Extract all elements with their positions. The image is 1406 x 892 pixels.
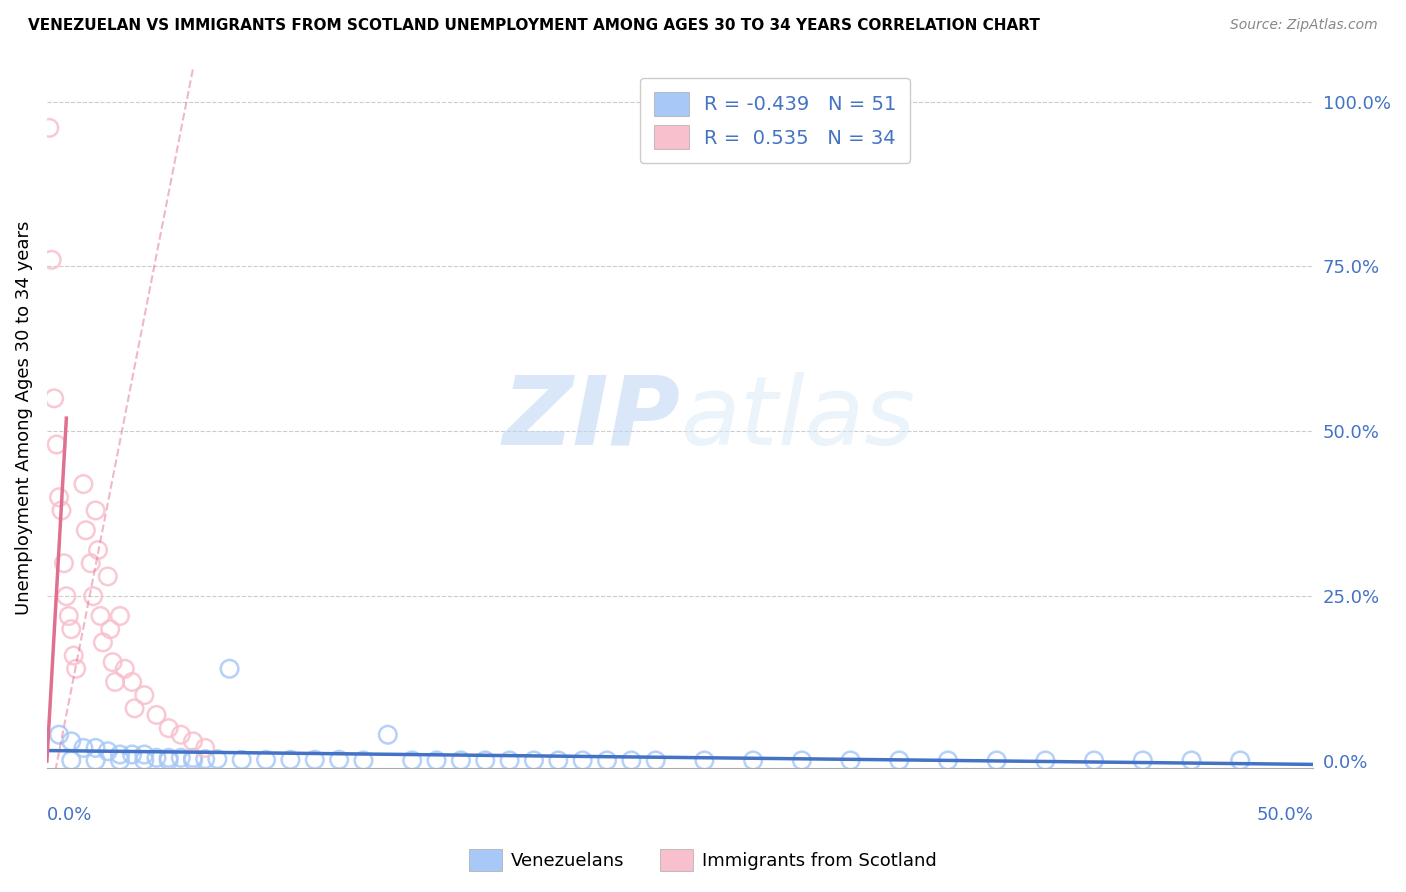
Point — [60, 754, 83, 768]
Point — [134, 747, 156, 762]
Point — [547, 754, 569, 768]
Point — [401, 754, 423, 768]
Text: 50.0%: 50.0% — [1257, 806, 1313, 824]
Point — [328, 753, 350, 767]
Point — [194, 752, 217, 766]
Point — [254, 753, 277, 767]
Legend: Venezuelans, Immigrants from Scotland: Venezuelans, Immigrants from Scotland — [463, 842, 943, 879]
Point — [108, 609, 131, 624]
Point — [38, 120, 60, 135]
Text: atlas: atlas — [681, 372, 915, 465]
Point — [108, 747, 131, 762]
Point — [97, 569, 120, 583]
Point — [114, 662, 136, 676]
Point — [742, 754, 765, 768]
Point — [41, 252, 63, 267]
Point — [60, 622, 83, 636]
Point — [450, 754, 472, 768]
Point — [65, 662, 87, 676]
Point — [51, 503, 73, 517]
Point — [72, 740, 94, 755]
Point — [1035, 754, 1057, 768]
Point — [620, 754, 643, 768]
Point — [181, 751, 204, 765]
Point — [121, 675, 143, 690]
Point — [104, 675, 127, 690]
Point — [170, 728, 193, 742]
Point — [1229, 754, 1251, 768]
Point — [280, 753, 302, 767]
Text: VENEZUELAN VS IMMIGRANTS FROM SCOTLAND UNEMPLOYMENT AMONG AGES 30 TO 34 YEARS CO: VENEZUELAN VS IMMIGRANTS FROM SCOTLAND U… — [28, 18, 1040, 33]
Point — [62, 648, 84, 663]
Point — [75, 523, 97, 537]
Point — [97, 744, 120, 758]
Point — [157, 754, 180, 768]
Point — [377, 728, 399, 742]
Point — [218, 662, 240, 676]
Point — [55, 589, 77, 603]
Point — [1083, 754, 1105, 768]
Point — [936, 754, 959, 768]
Point — [134, 688, 156, 702]
Point — [1180, 754, 1202, 768]
Point — [58, 609, 80, 624]
Y-axis label: Unemployment Among Ages 30 to 34 years: Unemployment Among Ages 30 to 34 years — [15, 221, 32, 615]
Point — [84, 740, 107, 755]
Point — [194, 740, 217, 755]
Text: 0.0%: 0.0% — [46, 806, 93, 824]
Point — [304, 753, 326, 767]
Point — [145, 707, 167, 722]
Point — [84, 503, 107, 517]
Point — [425, 754, 447, 768]
Point — [44, 392, 66, 406]
Point — [523, 754, 546, 768]
Point — [231, 753, 253, 767]
Point — [60, 734, 83, 748]
Point — [48, 490, 70, 504]
Text: ZIP: ZIP — [502, 372, 681, 465]
Point — [1132, 754, 1154, 768]
Text: Source: ZipAtlas.com: Source: ZipAtlas.com — [1230, 18, 1378, 32]
Point — [596, 754, 619, 768]
Point — [52, 556, 75, 570]
Point — [124, 701, 146, 715]
Point — [790, 754, 813, 768]
Point — [474, 754, 496, 768]
Point — [693, 754, 716, 768]
Point — [134, 754, 156, 768]
Point — [839, 754, 862, 768]
Point — [170, 751, 193, 765]
Point — [889, 754, 911, 768]
Point — [181, 754, 204, 768]
Point — [121, 747, 143, 762]
Point — [157, 751, 180, 765]
Point — [207, 752, 229, 766]
Point — [644, 754, 666, 768]
Point — [145, 751, 167, 765]
Point — [986, 754, 1008, 768]
Legend: R = -0.439   N = 51, R =  0.535   N = 34: R = -0.439 N = 51, R = 0.535 N = 34 — [640, 78, 910, 162]
Point — [498, 754, 520, 768]
Point — [87, 543, 110, 558]
Point — [353, 754, 375, 768]
Point — [72, 477, 94, 491]
Point — [89, 609, 111, 624]
Point — [108, 754, 131, 768]
Point — [91, 635, 114, 649]
Point — [157, 721, 180, 735]
Point — [181, 734, 204, 748]
Point — [101, 655, 124, 669]
Point — [98, 622, 121, 636]
Point — [82, 589, 104, 603]
Point — [571, 754, 593, 768]
Point — [84, 754, 107, 768]
Point — [45, 437, 67, 451]
Point — [80, 556, 103, 570]
Point — [48, 728, 70, 742]
